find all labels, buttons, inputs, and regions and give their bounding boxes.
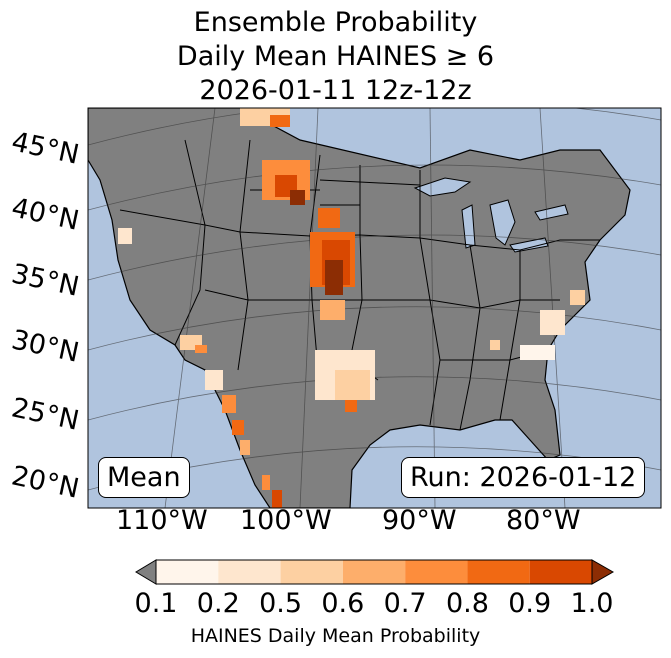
probability-cell (205, 370, 223, 390)
colorbar-segment (218, 560, 281, 584)
colorbar-tick-label: 1.0 (570, 588, 614, 619)
probability-cell (195, 345, 207, 353)
lon-label-110: 110°W (116, 505, 208, 536)
probability-cell (520, 345, 555, 360)
colorbar-segment (280, 560, 343, 584)
colorbar-segment (529, 560, 592, 584)
probability-cell (490, 340, 500, 350)
probability-cell (335, 370, 370, 400)
colorbar-segment (405, 560, 468, 584)
title-line-2: Daily Mean HAINES ≥ 6 (176, 41, 495, 72)
state-borders (119, 139, 600, 431)
title-line-3: 2026-01-11 12z-12z (199, 75, 472, 106)
colorbar-label: HAINES Daily Mean Probability (190, 625, 481, 647)
colorbar-segment (467, 560, 530, 584)
title-line-1: Ensemble Probability (193, 7, 478, 38)
colorbar-frame (155, 559, 593, 585)
probability-cell (318, 208, 340, 228)
colorbar-tick-label: 0.2 (196, 588, 240, 619)
probability-cell (232, 420, 244, 435)
map-frame (87, 107, 662, 509)
colorbar-over-arrow (591, 559, 615, 585)
colorbar-segment (342, 560, 406, 584)
probability-cells (118, 108, 585, 508)
probability-cell (540, 310, 565, 335)
probability-cell (262, 475, 270, 490)
probability-cell (320, 300, 345, 320)
colorbar-tick-label: 0.6 (321, 588, 365, 619)
colorbar-tick-label: 0.9 (508, 588, 552, 619)
probability-cell (272, 490, 282, 508)
colorbar-under-arrow (135, 559, 157, 585)
lon-label-80: 80°W (506, 505, 581, 536)
probability-cell (345, 400, 357, 412)
probability-cell (240, 440, 250, 455)
colorbar-segment (156, 560, 219, 584)
colorbar-tick-label: 0.1 (134, 588, 178, 619)
colorbar-tick-label: 0.5 (259, 588, 303, 619)
probability-cell (290, 190, 305, 205)
probability-cell (325, 260, 343, 295)
run-date-box: Run: 2026-01-12 (401, 457, 646, 498)
probability-cell (118, 228, 132, 244)
probability-cell (570, 290, 585, 305)
lon-label-100: 100°W (240, 505, 332, 536)
gulf-of-california (182, 360, 255, 495)
lon-label-90: 90°W (382, 505, 457, 536)
probability-cell (270, 115, 290, 127)
colorbar-tick-label: 0.7 (383, 588, 427, 619)
mean-label-box: Mean (98, 457, 190, 498)
probability-cell (222, 395, 236, 413)
colorbar-tick-label: 0.8 (445, 588, 489, 619)
